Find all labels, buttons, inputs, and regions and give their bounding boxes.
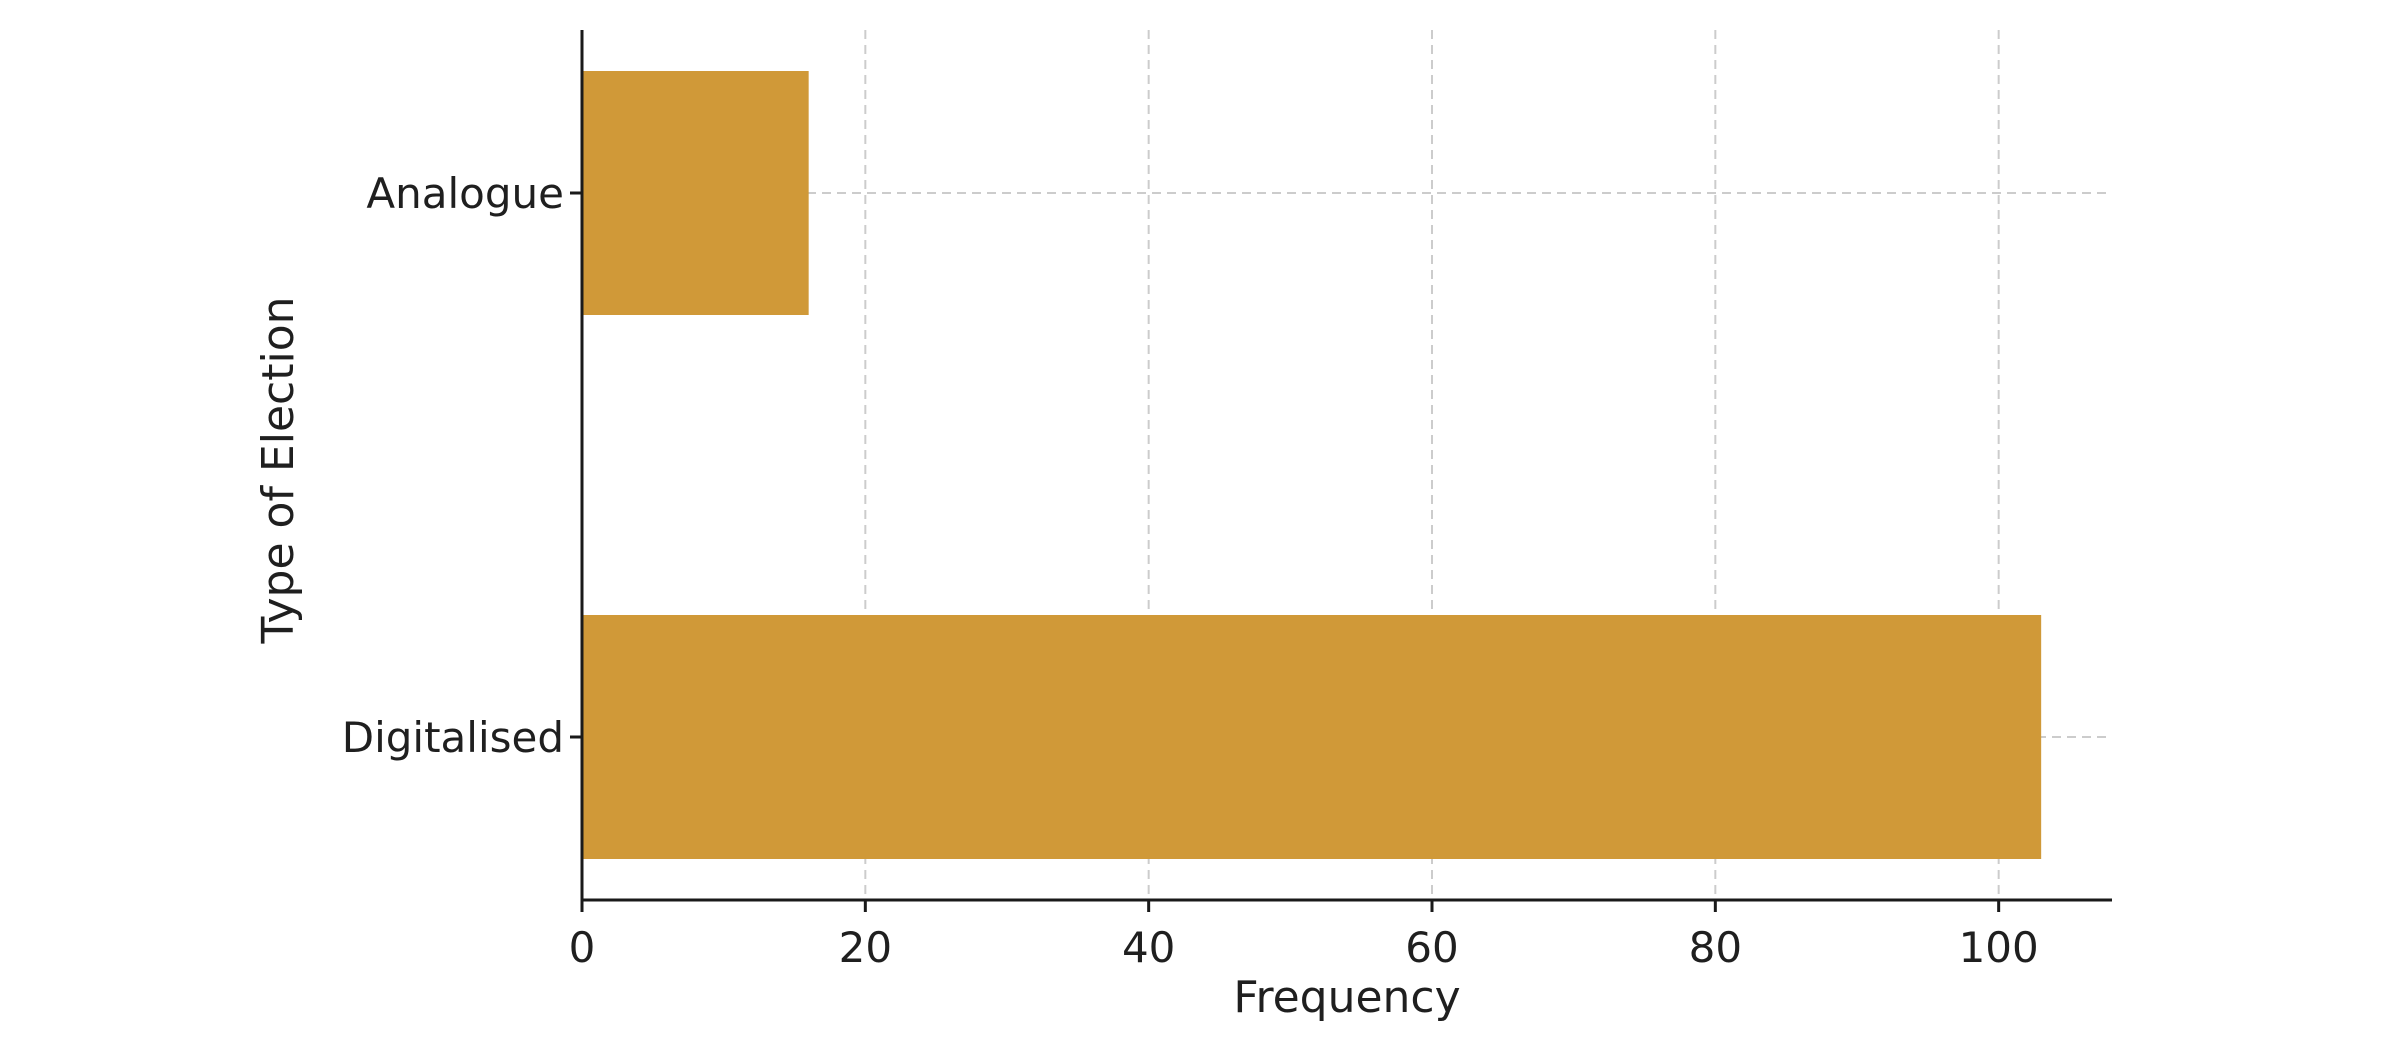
x-tick-label: 60 — [1405, 923, 1458, 972]
x-tick-label: 0 — [569, 923, 596, 972]
y-tick-label: Digitalised — [342, 713, 564, 762]
x-tick-label: 20 — [839, 923, 892, 972]
x-tick-label: 40 — [1122, 923, 1175, 972]
bar-analogue — [582, 71, 809, 315]
axis-layer — [570, 30, 2112, 912]
x-tick-label: 80 — [1689, 923, 1742, 972]
x-tick-label: 100 — [1959, 923, 2039, 972]
y-tick-label: Analogue — [366, 169, 564, 218]
y-axis-label: Type of Election — [253, 296, 304, 644]
x-axis-label: Frequency — [1233, 972, 1460, 1023]
label-layer: 0 20 40 60 80 100 Analogue Digitalised — [342, 169, 2039, 972]
bar-layer — [582, 71, 2042, 859]
bar-digitalised — [582, 615, 2042, 859]
